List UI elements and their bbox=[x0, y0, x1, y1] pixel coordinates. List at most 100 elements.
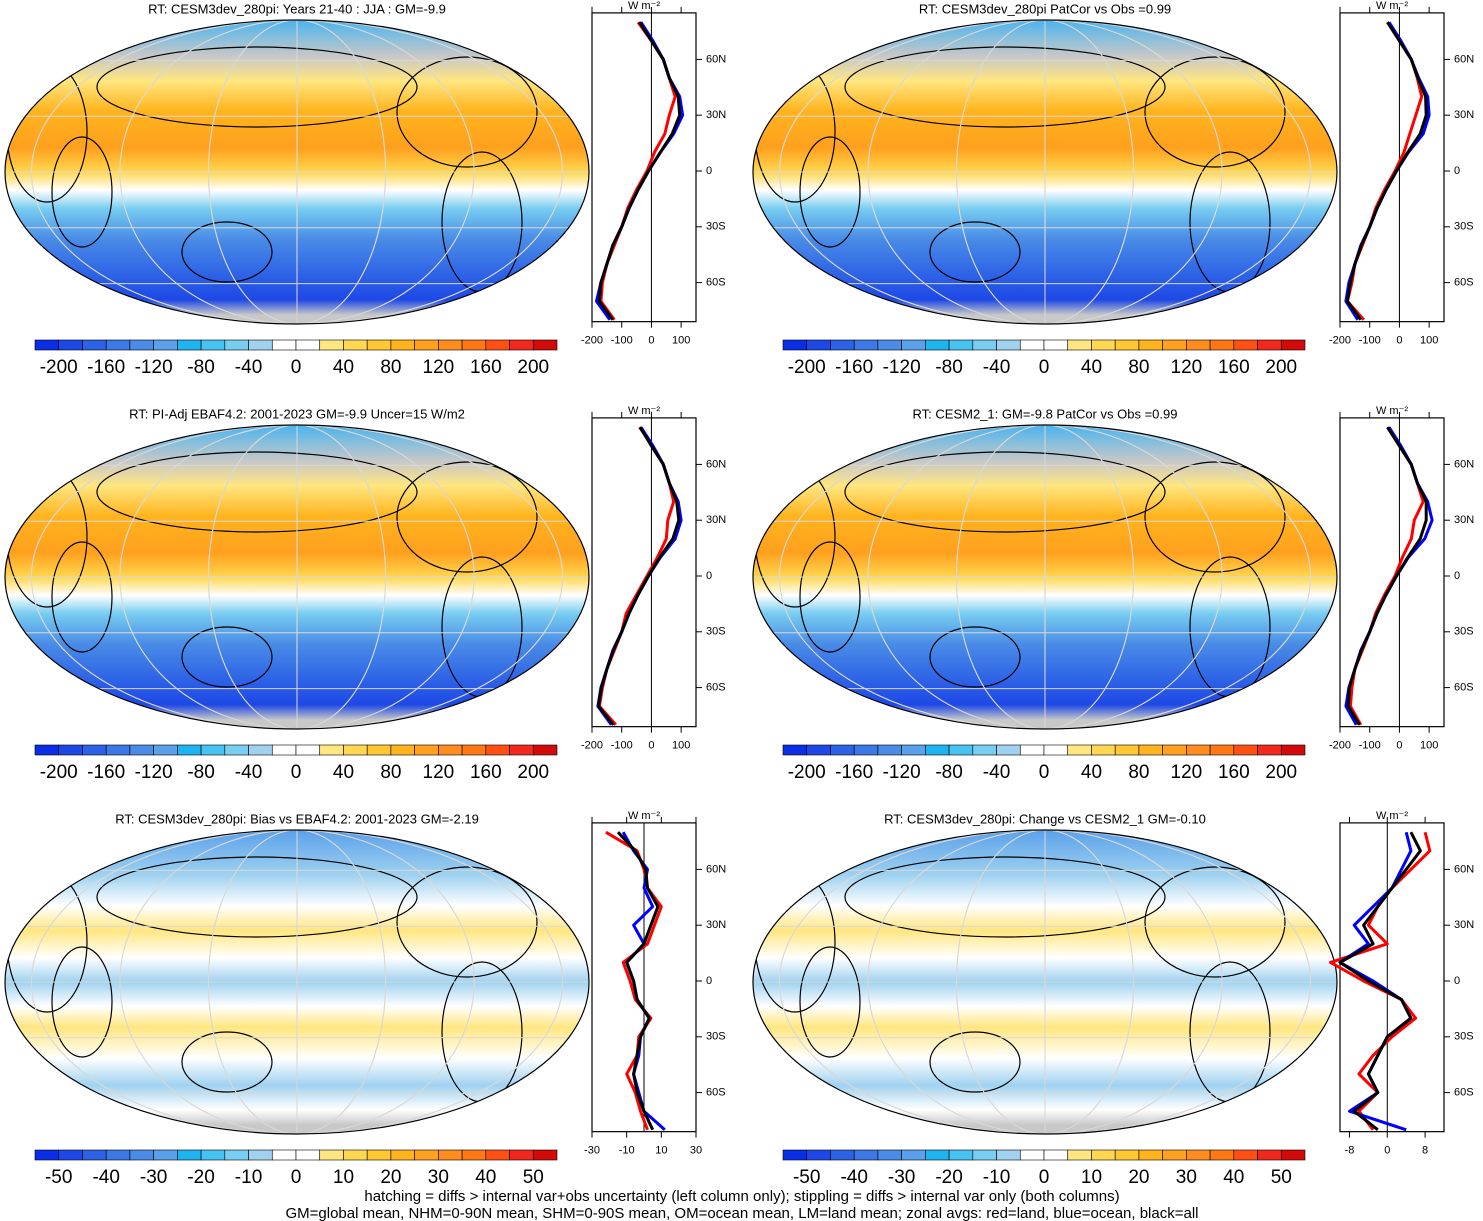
colorbar-box bbox=[1257, 744, 1282, 756]
x-tick-label: -100 bbox=[611, 740, 633, 752]
x-tick-label: -200 bbox=[581, 335, 603, 347]
y-tick-label: 60S bbox=[706, 1087, 726, 1099]
colorbar-box bbox=[295, 339, 321, 351]
axis-label: W m⁻² bbox=[628, 0, 660, 12]
x-tick-label: 0 bbox=[648, 740, 654, 752]
colorbar-label: 30 bbox=[428, 1167, 449, 1188]
y-tick-label: 60S bbox=[1454, 682, 1474, 694]
zonal-line bbox=[1344, 21, 1431, 321]
zonal-line bbox=[616, 831, 660, 1131]
y-tick-label: 60N bbox=[1454, 458, 1474, 470]
map bbox=[5, 830, 589, 1134]
panel-title: RT: CESM3dev_280pi: Years 21-40 : JJA : … bbox=[148, 1, 446, 16]
colorbar-label: -160 bbox=[835, 357, 873, 378]
colorbar-box bbox=[224, 744, 249, 756]
land bbox=[181, 221, 273, 283]
y-tick-label: 0 bbox=[706, 975, 712, 987]
colorbar-label: 200 bbox=[517, 762, 549, 783]
colorbar-label: 40 bbox=[1081, 762, 1102, 783]
colorbar-label: 40 bbox=[333, 357, 354, 378]
graticule bbox=[30, 830, 564, 1134]
colorbar-box bbox=[343, 744, 368, 756]
colorbar-label: -200 bbox=[40, 357, 78, 378]
colorbar-box bbox=[1233, 744, 1258, 756]
x-tick-label: 30 bbox=[690, 1145, 702, 1157]
colorbar-label: -50 bbox=[793, 1167, 820, 1188]
colorbar-label: -40 bbox=[983, 762, 1010, 783]
colorbar-label: 80 bbox=[380, 762, 401, 783]
colorbar-label: -10 bbox=[983, 1167, 1010, 1188]
zonal-line bbox=[595, 21, 685, 321]
x-tick-label: 100 bbox=[672, 740, 690, 752]
map-outline bbox=[4, 424, 590, 730]
x-tick-label: -100 bbox=[611, 335, 633, 347]
zonal-line bbox=[597, 426, 676, 726]
map bbox=[753, 425, 1337, 729]
colorbar-label: -30 bbox=[140, 1167, 167, 1188]
colorbar-box bbox=[82, 339, 107, 351]
land bbox=[396, 461, 538, 573]
colorbar-box bbox=[853, 744, 879, 756]
colorbar-box bbox=[830, 744, 855, 756]
colorbar-box bbox=[509, 1149, 534, 1161]
colorbar-box bbox=[319, 744, 344, 756]
colorbar-label: 120 bbox=[423, 357, 455, 378]
colorbar-box bbox=[224, 339, 249, 351]
map-outline bbox=[4, 829, 590, 1135]
x-tick-label: 0 bbox=[1396, 335, 1402, 347]
colorbar-box bbox=[1280, 1149, 1306, 1161]
colorbar-box bbox=[782, 744, 808, 756]
graticule bbox=[30, 425, 564, 729]
colorbar-box bbox=[200, 339, 226, 351]
colorbar-box bbox=[1019, 339, 1045, 351]
graticule bbox=[955, 830, 1135, 1134]
land bbox=[929, 1031, 1021, 1093]
colorbar-box bbox=[1114, 744, 1140, 756]
y-tick-label: 30S bbox=[706, 1031, 726, 1043]
map bbox=[5, 20, 589, 324]
y-tick-label: 60S bbox=[1454, 1087, 1474, 1099]
panel-title: RT: CESM3dev_280pi PatCor vs Obs =0.99 bbox=[919, 1, 1171, 16]
panel-title: RT: PI-Adj EBAF4.2: 2001-2023 GM=-9.9 Un… bbox=[129, 406, 465, 421]
colorbar-label: 80 bbox=[380, 357, 401, 378]
colorbar-box bbox=[830, 1149, 855, 1161]
axis-label: W m⁻² bbox=[628, 810, 660, 822]
x-tick-label: -100 bbox=[1359, 335, 1381, 347]
x-tick-label: -8 bbox=[1345, 1145, 1355, 1157]
zonal-line bbox=[596, 426, 683, 726]
colorbar-box bbox=[925, 339, 950, 351]
colorbar-box bbox=[1114, 1149, 1140, 1161]
colorbar-box bbox=[782, 1149, 808, 1161]
footnote: hatching = diffs > internal var+obs unce… bbox=[364, 1188, 1119, 1205]
colorbar-label: 0 bbox=[291, 357, 302, 378]
colorbar-label: -40 bbox=[235, 762, 262, 783]
y-tick-label: 30S bbox=[706, 221, 726, 233]
colorbar-label: 80 bbox=[1128, 357, 1149, 378]
x-tick-label: -200 bbox=[581, 740, 603, 752]
colorbar-label: 200 bbox=[517, 357, 549, 378]
graticule bbox=[955, 425, 1135, 729]
colorbar-box bbox=[901, 1149, 926, 1161]
colorbar-label: -120 bbox=[883, 357, 921, 378]
colorbar-box bbox=[877, 744, 902, 756]
colorbar-label: 40 bbox=[1223, 1167, 1244, 1188]
profile-frame bbox=[591, 417, 697, 728]
axis-label: W m⁻² bbox=[1376, 810, 1408, 822]
colorbar-box bbox=[782, 339, 808, 351]
colorbar-label: 160 bbox=[1218, 762, 1250, 783]
panel-title: RT: CESM3dev_280pi: Bias vs EBAF4.2: 200… bbox=[115, 811, 479, 826]
colorbar-box bbox=[1257, 339, 1282, 351]
graticule bbox=[778, 20, 1312, 324]
y-tick-label: 0 bbox=[1454, 165, 1460, 177]
x-tick-label: 0 bbox=[648, 335, 654, 347]
colorbar-box bbox=[153, 339, 178, 351]
zonal-line bbox=[1345, 21, 1424, 321]
colorbar-box bbox=[806, 744, 831, 756]
colorbar-label: 10 bbox=[333, 1167, 354, 1188]
colorbar-box bbox=[1067, 1149, 1092, 1161]
axis-label: W m⁻² bbox=[1376, 0, 1408, 12]
profile-frame bbox=[591, 12, 697, 323]
map bbox=[753, 20, 1337, 324]
land bbox=[844, 856, 1166, 938]
